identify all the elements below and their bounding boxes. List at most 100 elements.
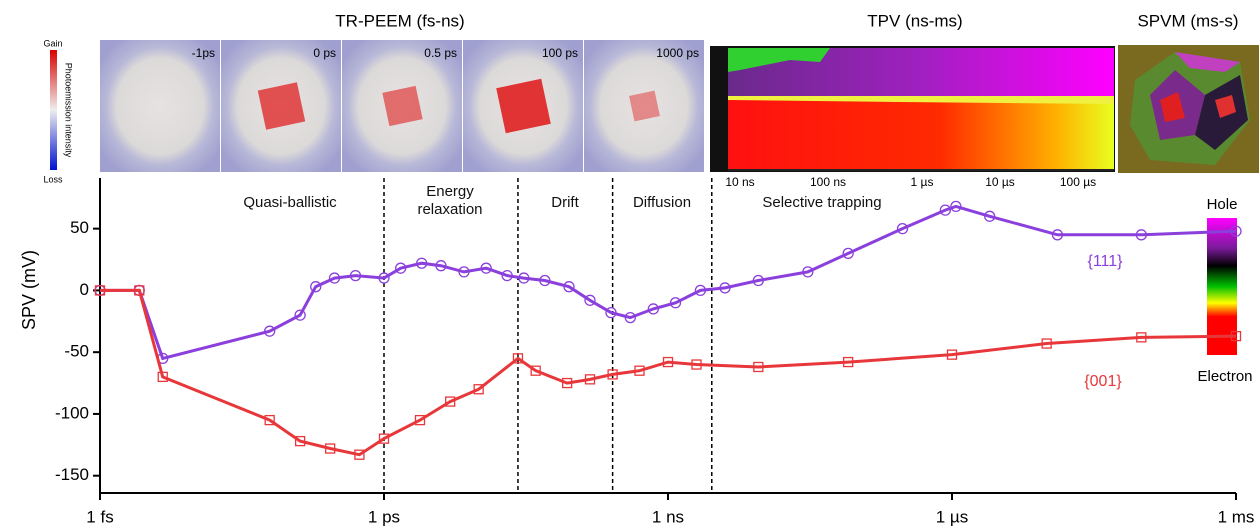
frame-label: -1ps [192,46,215,60]
marker [518,272,530,284]
region-label-box: Selective trapping [762,194,882,211]
marker [445,396,456,407]
marker [530,365,541,376]
frame-label: 0.5 ps [424,46,457,60]
tpv-axis-label: 100 ns [810,175,846,189]
frame-label: 1000 ps [656,46,699,60]
marker [896,222,909,235]
marker [939,204,951,216]
region-label: Diffusion [632,194,692,211]
frame-label: 0 ps [313,46,336,60]
peem-frames: -1ps 0 ps 0.5 ps 100 ps 1000 ps [100,40,704,172]
spvm-facet [1160,92,1185,122]
marker [354,449,365,460]
peem-signal [496,78,551,134]
spv-colorbar [1207,218,1237,355]
inset-title: TR-PEEM (fs-ns) [335,11,464,30]
marker [605,306,617,319]
marker [719,282,731,294]
marker [607,369,618,380]
x-tick-label: 1 ps [368,507,400,526]
peem-signal [257,82,306,130]
x-tick-label: 1 fs [86,507,113,526]
peem-signal [629,90,660,122]
marker [378,272,390,284]
peem-signal [382,85,423,127]
region-label: Quasi-ballistic [243,194,337,211]
inset-title: TPV (ns-ms) [867,11,962,30]
marker [634,365,645,376]
marker [1136,332,1147,343]
marker [328,272,341,284]
marker [435,260,447,272]
series-label: {001} [1084,373,1122,390]
marker [624,311,636,324]
marker [842,247,854,260]
region-label-box: Diffusion [632,194,692,211]
marker [414,414,426,426]
y-tick-label: -150 [55,465,89,484]
tpv-electron-band [728,96,1114,170]
series-line [100,288,1237,457]
y-axis-label: SPV (mV) [19,250,39,330]
marker [512,353,524,364]
spvm-facet [1215,95,1236,118]
plot: -150 -100 -50 0 50 1 fs 1 ps 1 ns 1 µs 1 ms Quasi-… [55,178,1254,526]
marker [691,359,702,370]
colorbar-top: Hole [1207,196,1238,213]
region-label: Drift [551,194,579,211]
marker [264,325,276,337]
tpv-axis-label: 1 µs [911,175,934,189]
region-label: Selective trapping [762,194,882,211]
marker [802,266,814,278]
marker [1230,225,1242,237]
tpv-axis-labels: 10 ns 100 ns 1 µs 10 µs 100 µs [725,175,1096,189]
peem-frame [584,40,704,172]
region-label-box: Energy relaxation [417,183,483,218]
marker [1041,338,1052,349]
colorbar-bottom: Electron [1197,368,1252,385]
marker [294,435,306,447]
series-label: {111} [1087,253,1123,270]
tpv-green [728,48,830,72]
scale-bottom: Loss [43,174,63,184]
marker [157,371,168,383]
marker [563,281,575,293]
marker [984,210,996,222]
marker [473,384,484,395]
x-tick-label: 1 ns [652,507,684,526]
series-line [100,204,1237,361]
y-tick-label: -100 [55,403,89,422]
marker [669,297,682,309]
frame-label: 100 ps [542,46,578,60]
marker [458,266,470,278]
marker [325,443,336,454]
tpv-edge [728,96,1114,104]
marker [647,303,659,315]
marker [539,274,551,287]
marker [94,285,106,296]
marker [694,284,707,297]
x-tick-label: 1 ms [1218,507,1255,526]
marker [753,361,764,373]
tpv-axis-label: 10 ns [725,175,754,189]
y-tick-label: 0 [80,280,89,299]
marker [310,281,322,293]
marker [752,274,764,287]
x-tick-label: 1 µs [936,507,968,526]
scale-top: Gain [43,38,62,48]
marker [134,285,145,296]
marker [501,269,513,282]
tpv-axis-label: 100 µs [1060,175,1096,189]
y-tick-label: 50 [70,218,89,237]
marker [1135,229,1147,241]
marker [843,356,854,368]
marker [378,433,390,444]
marker [1230,330,1242,342]
region-label-box: Quasi-ballistic [243,194,337,211]
region-label: Energy relaxation [417,183,483,218]
marker [946,349,958,360]
inset-title: SPVM (ms-s) [1137,11,1238,30]
marker [584,374,596,385]
